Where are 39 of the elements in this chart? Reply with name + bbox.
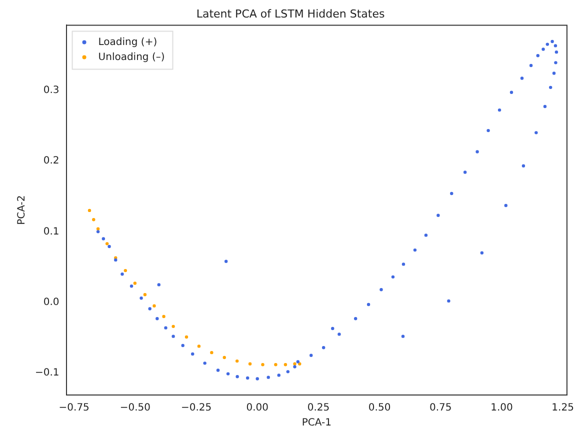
x-tick-label: 1.00	[490, 402, 513, 414]
point	[197, 344, 201, 348]
point	[274, 362, 278, 366]
point	[235, 359, 239, 363]
x-tick-label: −0.25	[180, 402, 212, 414]
y-tick-label: 0.2	[43, 156, 60, 167]
legend-label: Loading (+)	[98, 36, 158, 48]
x-tick-label: 0.75	[429, 402, 452, 414]
y-axis-title: PCA-2	[16, 195, 28, 225]
point	[133, 282, 137, 285]
chart-title: Latent PCA of LSTM Hidden States	[196, 7, 385, 20]
x-tick-label: 0.25	[307, 402, 330, 414]
point	[261, 362, 264, 366]
point	[124, 268, 128, 272]
point	[96, 227, 100, 230]
legend-label: Unloading (–)	[98, 52, 165, 63]
x-tick-label: −0.50	[120, 402, 151, 414]
point	[248, 362, 252, 366]
point	[210, 350, 214, 354]
y-tick-label: 0.3	[43, 84, 60, 96]
point	[184, 335, 188, 339]
x-tick-label: 0.00	[246, 402, 268, 414]
point	[162, 314, 166, 318]
x-axis-title: PCA-1	[302, 418, 332, 429]
point	[152, 304, 156, 308]
x-tick-label: −0.75	[58, 402, 90, 414]
point	[105, 242, 109, 246]
x-tick-label: 1.25	[552, 402, 574, 414]
point	[172, 324, 175, 328]
point	[88, 208, 92, 212]
y-tick-label: −0.1	[34, 368, 60, 379]
point	[222, 356, 226, 360]
y-tick-label: 0.1	[43, 226, 60, 238]
point	[284, 362, 288, 366]
point	[143, 292, 147, 296]
y-tick-label: 0.0	[43, 296, 60, 308]
x-tick-label: 0.50	[368, 402, 391, 414]
point	[92, 218, 96, 222]
point	[293, 362, 296, 366]
